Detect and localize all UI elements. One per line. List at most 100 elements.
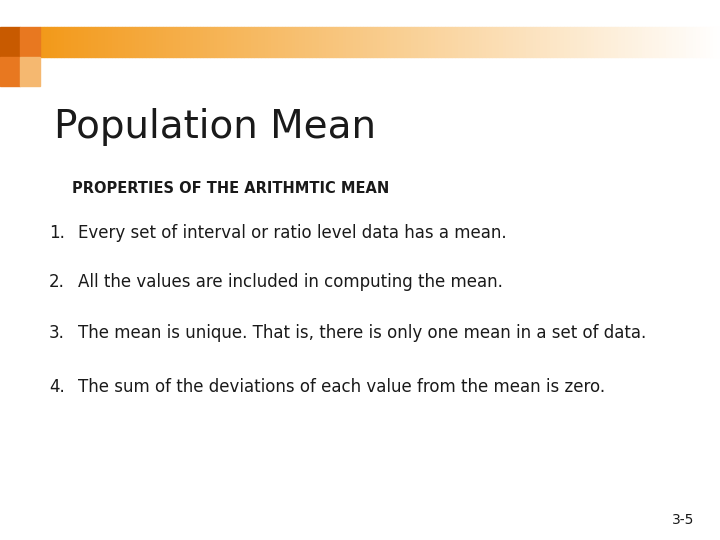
Bar <box>135 27 139 57</box>
Text: Population Mean: Population Mean <box>54 108 376 146</box>
Bar <box>410 27 414 57</box>
Bar <box>706 27 710 57</box>
Bar <box>601 27 605 57</box>
Bar <box>312 27 315 57</box>
Bar <box>47 27 50 57</box>
Bar <box>424 27 428 57</box>
Bar <box>240 27 244 57</box>
Bar <box>540 27 544 57</box>
Bar <box>629 27 631 57</box>
Bar <box>20 27 40 57</box>
Bar <box>224 27 228 57</box>
Bar <box>261 27 265 57</box>
Bar <box>159 27 163 57</box>
Bar <box>404 27 408 57</box>
Text: 3.: 3. <box>49 324 65 342</box>
Bar <box>323 27 325 57</box>
Bar <box>84 27 88 57</box>
Bar <box>577 27 580 57</box>
Bar <box>214 27 217 57</box>
Bar <box>251 27 254 57</box>
Bar <box>197 27 200 57</box>
Bar <box>621 27 625 57</box>
Bar <box>544 27 546 57</box>
Bar <box>710 27 714 57</box>
Bar <box>64 27 68 57</box>
Bar <box>693 27 696 57</box>
Bar <box>615 27 618 57</box>
Text: PROPERTIES OF THE ARITHMTIC MEAN: PROPERTIES OF THE ARITHMTIC MEAN <box>72 181 390 196</box>
Bar <box>305 27 309 57</box>
Bar <box>625 27 629 57</box>
Bar <box>108 27 112 57</box>
Bar <box>431 27 435 57</box>
Bar <box>591 27 594 57</box>
Bar <box>516 27 520 57</box>
Bar <box>465 27 469 57</box>
Bar <box>186 27 190 57</box>
Bar <box>248 27 251 57</box>
Bar <box>282 27 285 57</box>
Bar <box>149 27 153 57</box>
Bar <box>258 27 261 57</box>
Bar <box>394 27 397 57</box>
Bar <box>703 27 706 57</box>
Bar <box>649 27 652 57</box>
Bar <box>421 27 424 57</box>
Bar <box>207 27 210 57</box>
Bar <box>479 27 482 57</box>
Bar <box>329 27 333 57</box>
Bar <box>520 27 523 57</box>
Bar <box>557 27 560 57</box>
Text: 1.: 1. <box>49 224 65 242</box>
Bar <box>462 27 465 57</box>
Bar <box>509 27 513 57</box>
Bar <box>611 27 615 57</box>
Bar <box>102 27 105 57</box>
Bar <box>503 27 506 57</box>
Bar <box>180 27 183 57</box>
Bar <box>275 27 278 57</box>
Bar <box>546 27 550 57</box>
Bar <box>459 27 462 57</box>
Bar <box>683 27 686 57</box>
Bar <box>645 27 649 57</box>
Bar <box>166 27 169 57</box>
Bar <box>91 27 95 57</box>
Bar <box>163 27 166 57</box>
Bar <box>374 27 377 57</box>
Text: 2.: 2. <box>49 273 65 291</box>
Bar <box>204 27 207 57</box>
Bar <box>608 27 611 57</box>
Bar <box>700 27 703 57</box>
Bar <box>68 27 71 57</box>
Bar <box>662 27 665 57</box>
Bar <box>366 27 370 57</box>
Bar <box>145 27 149 57</box>
Bar <box>716 27 720 57</box>
Bar <box>81 27 84 57</box>
Bar <box>74 27 78 57</box>
Bar <box>217 27 220 57</box>
Bar <box>631 27 635 57</box>
Bar <box>482 27 485 57</box>
Bar <box>659 27 662 57</box>
Bar <box>580 27 584 57</box>
Bar <box>550 27 554 57</box>
Text: 4.: 4. <box>49 378 65 396</box>
Bar <box>469 27 472 57</box>
Bar <box>60 27 64 57</box>
Bar <box>58 27 60 57</box>
Bar <box>129 27 132 57</box>
Bar <box>254 27 258 57</box>
Bar <box>156 27 159 57</box>
Bar <box>190 27 193 57</box>
Bar <box>112 27 115 57</box>
Bar <box>139 27 143 57</box>
Bar <box>533 27 536 57</box>
Bar <box>360 27 363 57</box>
Bar <box>115 27 119 57</box>
Bar <box>570 27 574 57</box>
Bar <box>210 27 214 57</box>
Bar <box>408 27 410 57</box>
